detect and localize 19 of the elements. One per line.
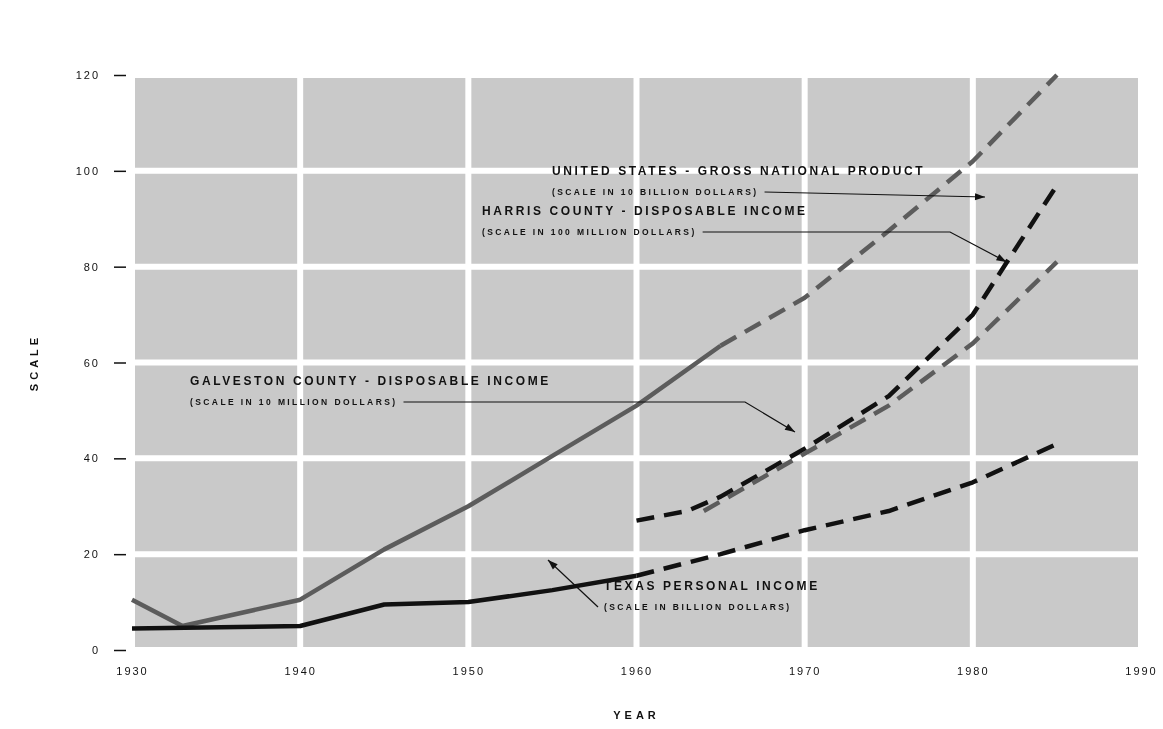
- x-tick-label: 1990: [1125, 664, 1158, 677]
- y-tick-label: 0: [91, 644, 100, 657]
- y-axis-title: SCALE: [28, 333, 40, 392]
- annotation: HARRIS COUNTY - DISPOSABLE INCOME (SCALE IN 100 MILLION DOLLARS): [482, 204, 808, 237]
- annotation: GALVESTON COUNTY - DISPOSABLE INCOME (SCALE IN 10 MILLION DOLLARS): [190, 374, 551, 407]
- y-tick-label: 40: [83, 452, 100, 465]
- y-tick-label: 60: [83, 356, 100, 369]
- y-tick-label: 20: [83, 548, 100, 561]
- x-tick-label: 1940: [284, 664, 317, 677]
- x-tick-label: 1930: [116, 664, 149, 677]
- y-tick-label: 80: [83, 260, 100, 273]
- y-tick-label: 100: [75, 164, 100, 177]
- y-tick-label: 120: [75, 69, 100, 82]
- x-axis-title: YEAR: [613, 709, 660, 721]
- x-tick-label: 1950: [452, 664, 486, 677]
- x-tick-label: 1960: [620, 664, 654, 677]
- x-tick-label: 1970: [788, 664, 822, 677]
- x-tick-label: 1980: [957, 664, 990, 677]
- annotation: UNITED STATES - GROSS NATIONAL PRODUCT (SCALE IN 10 BILLION DOLLARS): [552, 164, 926, 197]
